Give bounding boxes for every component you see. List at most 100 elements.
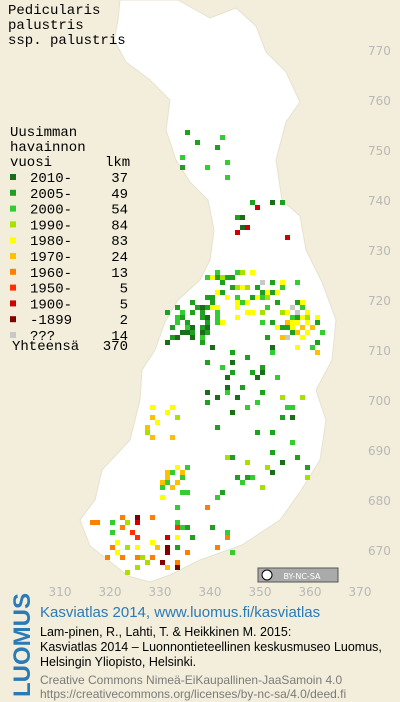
citation-line: Helsingin Yliopisto, Helsinki. — [40, 655, 196, 669]
legend-count: 14 — [111, 329, 128, 345]
occurrence-square — [190, 325, 195, 330]
occurrence-square — [250, 270, 255, 275]
occurrence-square — [235, 315, 240, 320]
occurrence-square — [270, 280, 275, 285]
legend-heading: Uusimman — [10, 125, 77, 141]
legend-swatch — [10, 253, 16, 259]
occurrence-square — [185, 525, 190, 530]
occurrence-square — [260, 280, 265, 285]
occurrence-square — [220, 290, 225, 295]
occurrence-square — [160, 480, 165, 485]
occurrence-square — [220, 135, 225, 140]
occurrence-square — [245, 225, 250, 230]
occurrence-square — [310, 345, 315, 350]
occurrence-square — [260, 370, 265, 375]
occurrence-square — [205, 400, 210, 405]
legend-label: -1899 — [30, 313, 72, 329]
legend-count: 24 — [111, 250, 128, 266]
occurrence-square — [245, 310, 250, 315]
occurrence-square — [300, 300, 305, 305]
occurrence-square — [210, 275, 215, 280]
occurrence-square — [205, 320, 210, 325]
occurrence-square — [230, 410, 235, 415]
occurrence-square — [175, 520, 180, 525]
occurrence-square — [225, 535, 230, 540]
occurrence-square — [315, 315, 320, 320]
occurrence-square — [250, 310, 255, 315]
occurrence-square — [225, 390, 230, 395]
occurrence-square — [255, 430, 260, 435]
occurrence-square — [245, 460, 250, 465]
occurrence-square — [275, 300, 280, 305]
occurrence-square — [175, 305, 180, 310]
occurrence-square — [215, 275, 220, 280]
occurrence-square — [210, 300, 215, 305]
occurrence-square — [180, 475, 185, 480]
occurrence-square — [215, 395, 220, 400]
occurrence-square — [300, 315, 305, 320]
occurrence-square — [225, 275, 230, 280]
occurrence-square — [255, 205, 260, 210]
y-grid-label: 730 — [368, 244, 391, 258]
occurrence-square — [300, 305, 305, 310]
occurrence-square — [225, 455, 230, 460]
occurrence-square — [160, 560, 165, 565]
occurrence-square — [305, 320, 310, 325]
occurrence-square — [175, 535, 180, 540]
occurrence-square — [270, 430, 275, 435]
occurrence-square — [205, 315, 210, 320]
occurrence-square — [180, 310, 185, 315]
occurrence-square — [280, 310, 285, 315]
occurrence-square — [200, 330, 205, 335]
legend-heading: vuosi — [10, 155, 52, 171]
cc-icon — [261, 569, 273, 581]
occurrence-square — [235, 270, 240, 275]
x-grid-label: 320 — [99, 585, 122, 599]
y-grid-label: 700 — [368, 394, 391, 408]
occurrence-square — [110, 545, 115, 550]
occurrence-square — [275, 375, 280, 380]
occurrence-square — [290, 415, 295, 420]
occurrence-square — [185, 330, 190, 335]
occurrence-square — [290, 320, 295, 325]
occurrence-square — [225, 385, 230, 390]
legend-label: 1990- — [30, 218, 72, 234]
occurrence-square — [295, 320, 300, 325]
occurrence-square — [205, 165, 210, 170]
occurrence-square — [175, 480, 180, 485]
legend-count: 2 — [120, 313, 128, 329]
occurrence-square — [200, 340, 205, 345]
occurrence-square — [255, 375, 260, 380]
occurrence-square — [230, 275, 235, 280]
occurrence-square — [135, 545, 140, 550]
occurrence-square — [180, 315, 185, 320]
occurrence-square — [295, 315, 300, 320]
occurrence-square — [185, 130, 190, 135]
y-grid-label: 740 — [368, 194, 391, 208]
legend-label: 2000- — [30, 203, 72, 219]
occurrence-square — [245, 300, 250, 305]
occurrence-square — [285, 320, 290, 325]
occurrence-square — [235, 475, 240, 480]
occurrence-square — [120, 525, 125, 530]
occurrence-square — [105, 555, 110, 560]
occurrence-square — [215, 270, 220, 275]
title-line: Pedicularis — [8, 3, 100, 19]
occurrence-square — [270, 290, 275, 295]
occurrence-square — [155, 420, 160, 425]
x-grid-label: 330 — [149, 585, 172, 599]
occurrence-square — [300, 335, 305, 340]
occurrence-square — [175, 335, 180, 340]
occurrence-square — [210, 525, 215, 530]
legend-swatch — [10, 174, 16, 180]
y-grid-label: 770 — [368, 44, 391, 58]
occurrence-square — [165, 565, 170, 570]
occurrence-square — [305, 315, 310, 320]
occurrence-square — [270, 320, 275, 325]
legend-swatch — [10, 300, 16, 307]
occurrence-square — [230, 285, 235, 290]
occurrence-square — [135, 555, 140, 560]
